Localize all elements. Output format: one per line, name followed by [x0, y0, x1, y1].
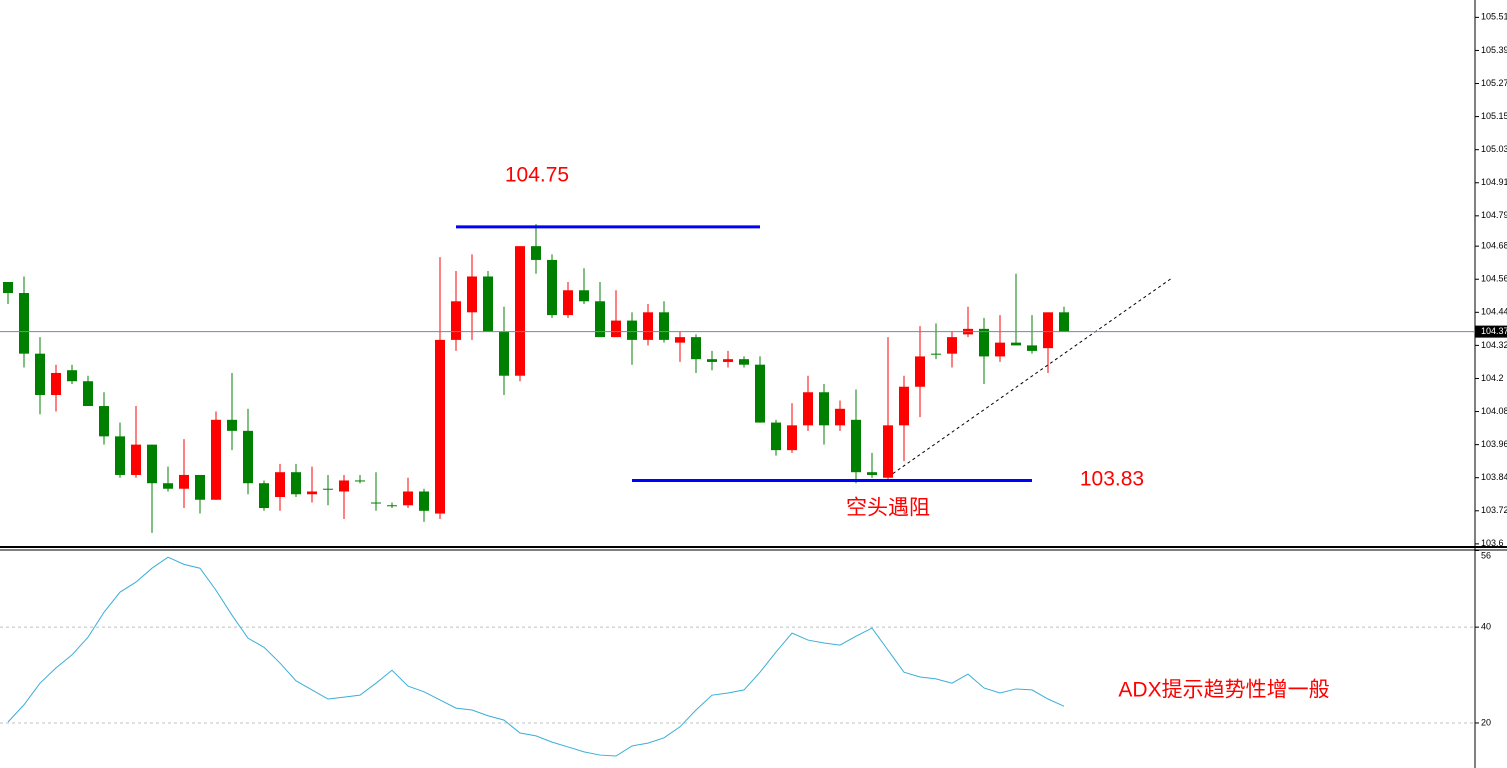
y-tick-label: 104.44 [1481, 307, 1507, 317]
candle-body [467, 276, 477, 313]
candle-body [1027, 345, 1037, 351]
candle-body [771, 422, 781, 451]
candle-body [691, 337, 701, 360]
candle-body [259, 483, 269, 509]
y-tick-label: 104.56 [1481, 274, 1507, 284]
candle-body [35, 353, 45, 396]
candle-body [531, 246, 541, 260]
y-tick-label: 56 [1481, 550, 1491, 560]
y-tick-label: 104.32 [1481, 340, 1507, 350]
candle-body [899, 386, 909, 426]
y-tick-label: 104.2 [1481, 373, 1504, 383]
candle-body [275, 472, 285, 498]
candle-body [227, 419, 237, 431]
annotation: 空头遇阻 [846, 497, 930, 520]
candle-body [387, 505, 397, 507]
y-tick-label: 104.08 [1481, 406, 1507, 416]
level-label: 103.83 [1080, 468, 1144, 491]
candle-body [659, 312, 669, 340]
y-tick-label: 105.39 [1481, 45, 1507, 55]
current-price-box [1475, 325, 1507, 338]
candle-body [931, 353, 941, 355]
y-tick-label: 105.51 [1481, 12, 1507, 22]
candle-body [499, 331, 509, 376]
candle-body [851, 419, 861, 473]
candle-body [147, 444, 157, 484]
candle-body [179, 474, 189, 489]
candle-body [451, 301, 461, 340]
candle-body [291, 472, 301, 495]
candle-body [435, 339, 445, 514]
y-tick-label: 105.15 [1481, 111, 1507, 121]
candle-body [83, 381, 93, 407]
candle-body [867, 472, 877, 475]
candle-body [483, 276, 493, 332]
y-tick-label: 103.84 [1481, 472, 1507, 482]
y-tick-label: 105.27 [1481, 78, 1507, 88]
adx-line [7, 556, 1065, 757]
y-tick-label: 104.91 [1481, 177, 1507, 187]
candle-body [883, 425, 893, 478]
y-tick-label: 104.68 [1481, 241, 1507, 251]
candle-body [547, 259, 557, 316]
candle-body [67, 370, 77, 382]
candle-body [643, 312, 653, 340]
candle-body [403, 491, 413, 506]
trend-line [887, 277, 1173, 478]
candle-body [131, 444, 141, 475]
candle-body [979, 328, 989, 357]
y-tick-label: 40 [1481, 622, 1491, 632]
candle-body [1043, 312, 1053, 349]
candle-body [323, 488, 333, 490]
candle-body [339, 480, 349, 492]
candle-body [915, 356, 925, 387]
y-tick-label: 104.79 [1481, 210, 1507, 220]
level-label: 104.75 [505, 164, 569, 187]
candle-body [1011, 342, 1021, 346]
candle-body [195, 474, 205, 500]
candle-body [675, 337, 685, 343]
candle-body [995, 342, 1005, 357]
y-tick-label: 20 [1481, 717, 1491, 727]
candle-body [355, 480, 365, 482]
y-tick-label: 103.96 [1481, 439, 1507, 449]
current-price-label: 104.37 [1481, 326, 1507, 336]
candle-body [307, 491, 317, 495]
y-tick-label: 105.03 [1481, 144, 1507, 154]
candle-body [115, 436, 125, 475]
candle-body [627, 320, 637, 340]
candle-body [515, 246, 525, 376]
candle-body [707, 359, 717, 362]
candle-body [835, 408, 845, 426]
candle-body [51, 372, 61, 396]
candle-body [819, 392, 829, 426]
candle-body [211, 419, 221, 500]
candle-body [1059, 312, 1069, 332]
candle-body [243, 430, 253, 484]
candle-body [163, 483, 173, 489]
candle-body [371, 502, 381, 504]
y-tick-label: 103.72 [1481, 505, 1507, 515]
candle-body [563, 290, 573, 316]
candle-body [579, 290, 589, 302]
candle-body [755, 364, 765, 423]
candle-body [99, 406, 109, 437]
y-tick-label: 103.6 [1481, 538, 1504, 548]
annotation: ADX提示趋势性增一般 [1118, 679, 1329, 702]
candle-body [3, 281, 13, 294]
candle-body [611, 320, 621, 338]
candle-body [739, 359, 749, 365]
candle-body [803, 392, 813, 426]
candle-body [787, 425, 797, 451]
candle-body [419, 491, 429, 511]
candle-body [947, 337, 957, 354]
candle-body [595, 301, 605, 338]
candle-body [19, 293, 29, 354]
candle-body [723, 359, 733, 362]
